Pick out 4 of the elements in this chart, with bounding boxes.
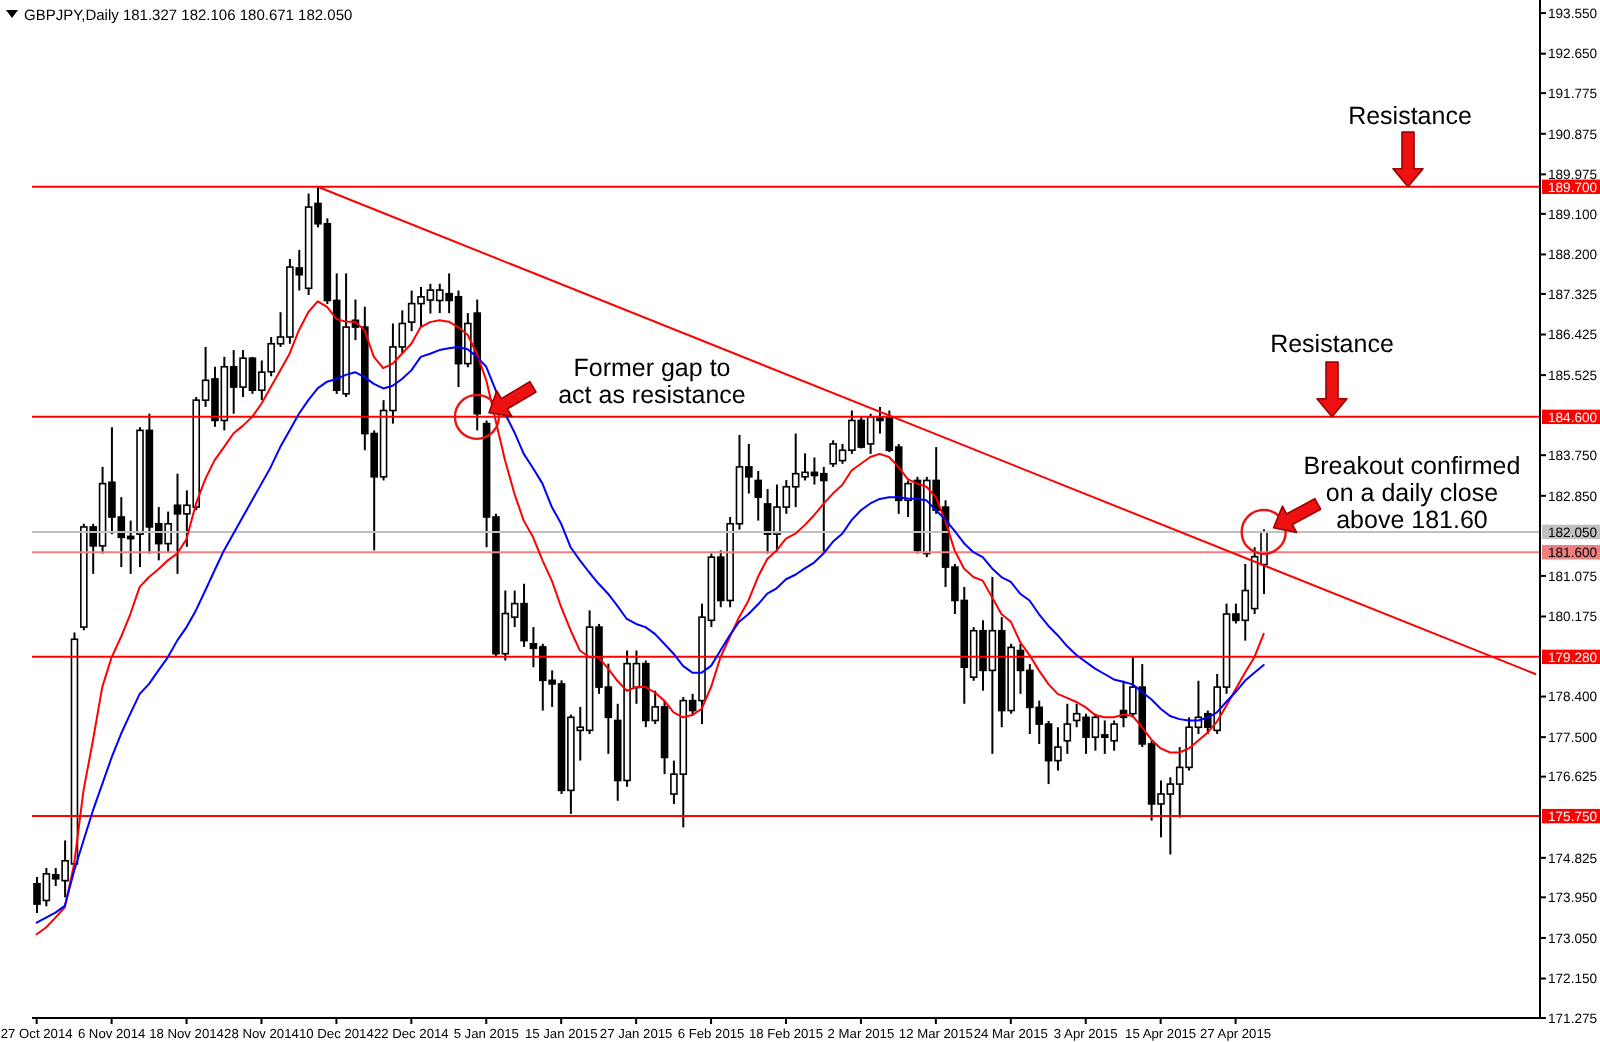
annotation: Breakout confirmed on a daily close above 181.60 <box>1303 452 1521 535</box>
annotation: Resistance <box>1348 102 1472 130</box>
annotation: Resistance <box>1270 330 1394 358</box>
annotation: Former gap to act as resistance <box>558 354 746 410</box>
